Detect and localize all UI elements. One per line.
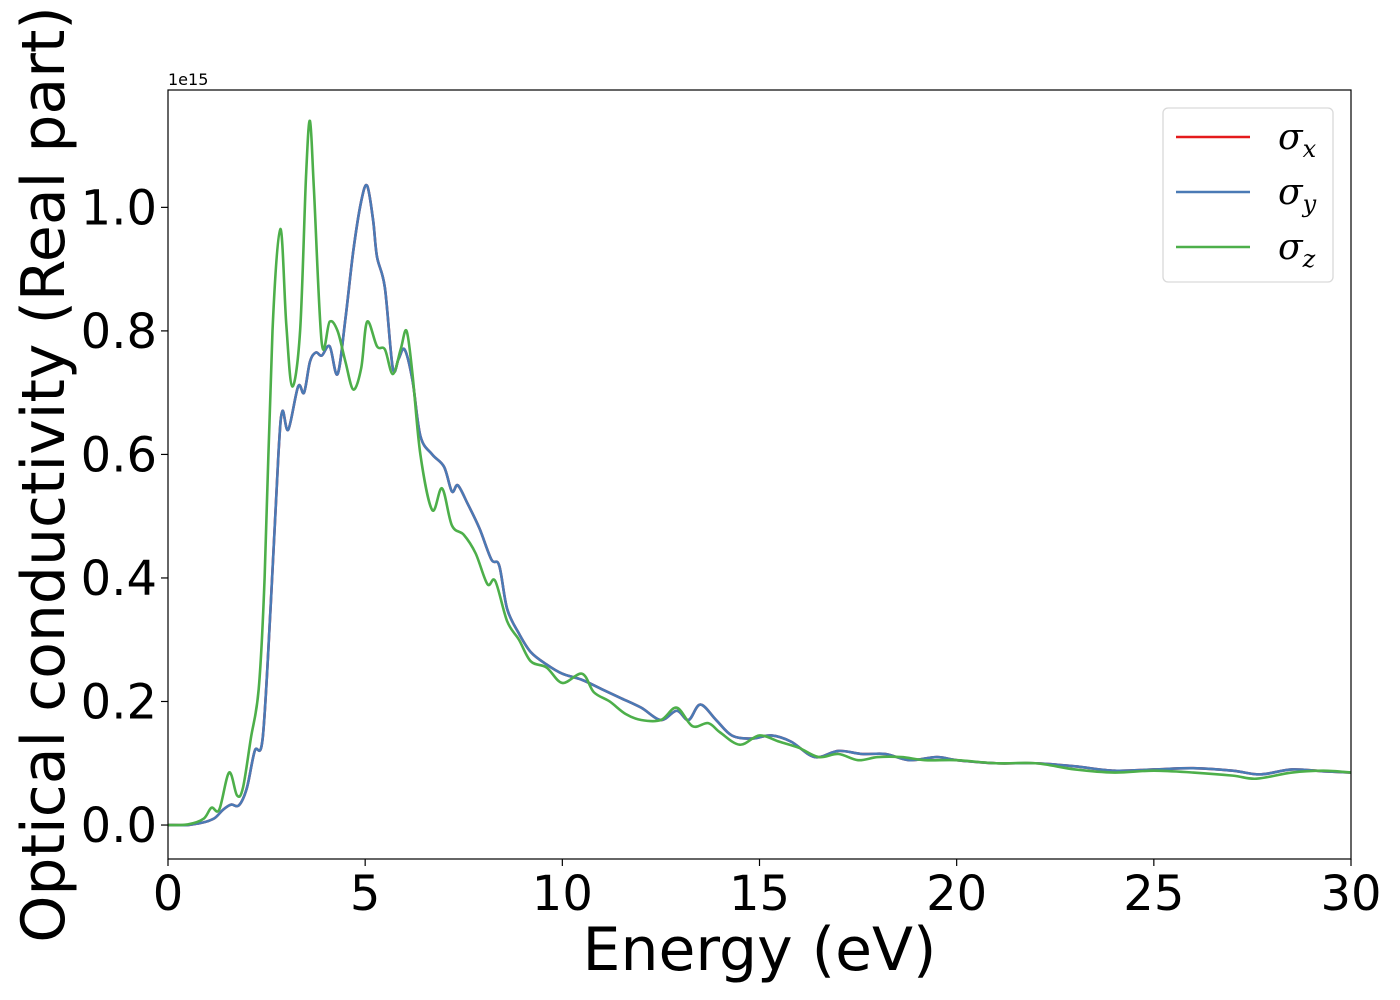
y-tick-label: 0.8 bbox=[81, 304, 157, 360]
y-axis-label: Optical conductivity (Real part) bbox=[9, 6, 79, 943]
series-line-y bbox=[167, 183, 1352, 827]
y-tick-label: 0.2 bbox=[81, 674, 157, 730]
x-tick-label: 20 bbox=[926, 866, 987, 922]
legend-box bbox=[1162, 107, 1334, 283]
x-tick-label: 5 bbox=[350, 866, 381, 922]
series-lines bbox=[167, 119, 1352, 827]
x-axis-label: Energy (eV) bbox=[583, 915, 937, 985]
y-tick-label: 0.4 bbox=[81, 551, 157, 607]
y-offset-label: 1e15 bbox=[168, 70, 208, 89]
y-tick-label: 0.0 bbox=[81, 798, 157, 854]
x-tick-label: 25 bbox=[1123, 866, 1184, 922]
y-axis-ticks: 0.0 0.2 0.4 0.6 0.8 1.0 bbox=[81, 180, 168, 854]
series-line-z bbox=[167, 119, 1352, 827]
y-tick-label: 0.6 bbox=[81, 427, 157, 483]
x-axis-ticks: 0 5 10 15 20 25 30 bbox=[153, 859, 1382, 922]
x-tick-label: 0 bbox=[153, 866, 184, 922]
x-tick-label: 30 bbox=[1320, 866, 1381, 922]
x-tick-label: 10 bbox=[532, 866, 593, 922]
x-tick-label: 15 bbox=[729, 866, 790, 922]
y-tick-label: 1.0 bbox=[81, 180, 157, 236]
